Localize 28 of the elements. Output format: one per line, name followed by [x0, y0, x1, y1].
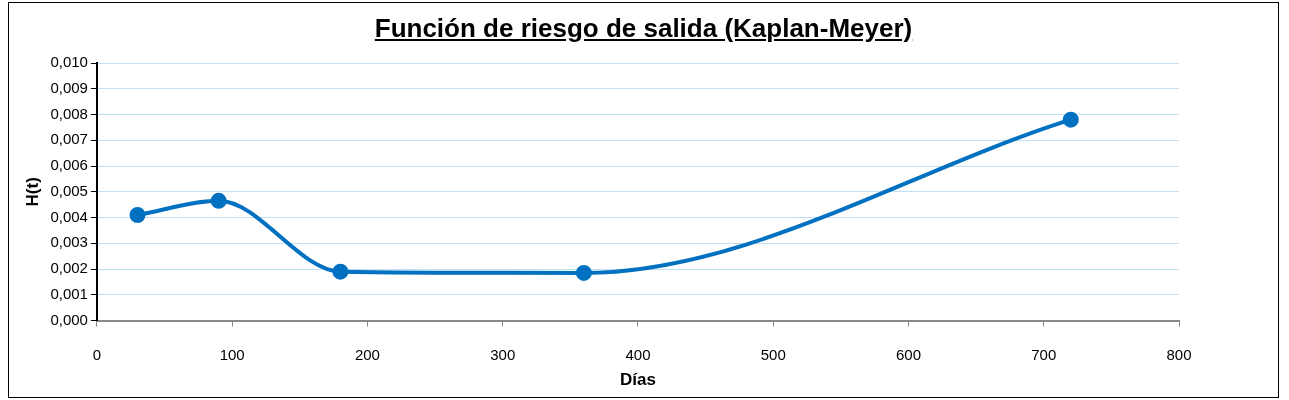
x-tick-label: 500: [760, 345, 786, 363]
y-axis-title: H(t): [22, 177, 42, 207]
chart-title: Función de riesgo de salida (Kaplan-Meyer): [373, 13, 914, 44]
x-tick-label: 600: [895, 345, 921, 363]
point: [210, 192, 227, 209]
y-tick-label: 0,006: [50, 156, 88, 174]
x-tick-label: 300: [490, 345, 516, 363]
y-tick-label: 0,010: [50, 53, 88, 71]
point: [1062, 111, 1079, 128]
y-tick-label: 0,008: [50, 104, 88, 122]
y-tick-label: 0,002: [50, 259, 88, 277]
y-tick-label: 0,000: [50, 310, 88, 328]
x-tick-label: 0: [92, 345, 102, 363]
x-tick-label: 800: [1166, 345, 1192, 363]
y-tick-label: 0,004: [50, 207, 88, 225]
point: [575, 264, 592, 281]
x-axis-title: Días: [620, 370, 656, 390]
x-tick-label: 400: [625, 345, 651, 363]
y-tick-label: 0,001: [50, 284, 88, 302]
point: [129, 206, 146, 223]
y-tick-label: 0,009: [50, 78, 88, 96]
y-tick-label: 0,007: [50, 130, 88, 148]
x-tick-label: 100: [219, 345, 245, 363]
x-tick-label: 700: [1031, 345, 1057, 363]
y-tick-label: 0,005: [50, 181, 88, 199]
x-tick-label: 200: [354, 345, 380, 363]
y-tick-label: 0,003: [50, 233, 88, 251]
point: [332, 263, 349, 280]
